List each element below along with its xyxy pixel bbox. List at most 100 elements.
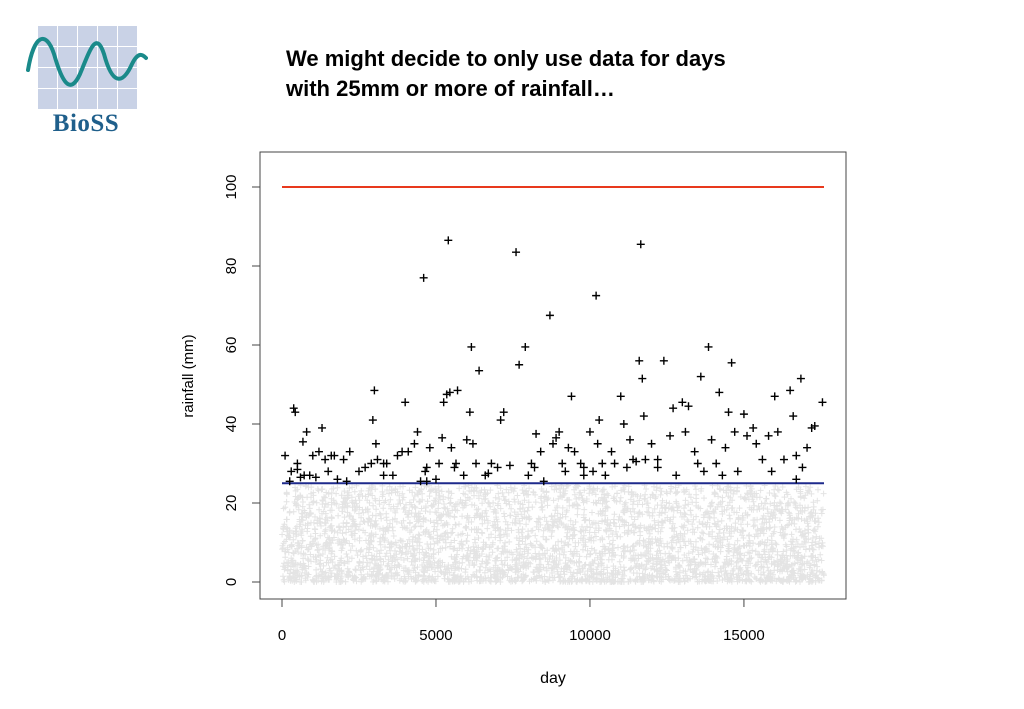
data-point: [311, 473, 320, 482]
data-point: [704, 342, 713, 351]
data-point: [798, 463, 807, 472]
data-point: [339, 455, 348, 464]
data-point: [367, 459, 376, 468]
data-point: [459, 471, 468, 480]
data-point: [598, 459, 607, 468]
data-point: [438, 433, 447, 442]
data-point: [552, 433, 561, 442]
background-points: [279, 482, 827, 585]
data-point: [493, 463, 502, 472]
y-tick-label: 20: [223, 495, 240, 512]
data-point: [451, 459, 460, 468]
data-point: [373, 455, 382, 464]
data-point: [681, 427, 690, 436]
data-point: [712, 459, 721, 468]
data-point: [302, 427, 311, 436]
logo-tile: [78, 26, 97, 46]
data-point: [435, 459, 444, 468]
logo-tile: [38, 89, 57, 109]
logo-wave-graphic: [26, 26, 148, 109]
data-point: [792, 475, 801, 484]
y-tick-label: 80: [223, 258, 240, 275]
data-point: [653, 463, 662, 472]
data-point: [707, 435, 716, 444]
logo-tile: [78, 89, 97, 109]
data-point: [291, 408, 300, 417]
data-point: [558, 459, 567, 468]
data-point: [298, 437, 307, 446]
data-point: [445, 388, 454, 397]
data-point: [515, 360, 524, 369]
data-point: [368, 416, 377, 425]
y-axis-label: rainfall (mm): [180, 334, 197, 417]
data-point: [672, 471, 681, 480]
data-point: [770, 392, 779, 401]
data-point: [616, 392, 625, 401]
data-point: [388, 471, 397, 480]
data-point: [589, 467, 598, 476]
logo-tile: [38, 26, 57, 46]
data-point: [592, 291, 601, 300]
data-point: [595, 416, 604, 425]
data-point: [324, 467, 333, 476]
data-point: [818, 398, 827, 407]
data-point: [724, 408, 733, 417]
slide-title: We might decide to only use data for day…: [286, 44, 846, 104]
data-point: [327, 451, 336, 460]
data-point: [421, 467, 430, 476]
data-point: [293, 465, 302, 474]
data-point: [622, 463, 631, 472]
data-point: [447, 443, 456, 452]
data-point: [625, 435, 634, 444]
data-point: [635, 356, 644, 365]
data-point: [555, 427, 564, 436]
data-point: [371, 439, 380, 448]
data-point: [318, 423, 327, 432]
data-point: [593, 439, 602, 448]
data-point: [305, 471, 314, 480]
data-point: [289, 404, 298, 413]
data-point: [601, 471, 610, 480]
data-point: [345, 447, 354, 456]
data-point: [499, 408, 508, 417]
data-point: [425, 443, 434, 452]
logo-tile: [118, 26, 137, 46]
data-point: [585, 427, 594, 436]
data-point: [422, 463, 431, 472]
data-point: [767, 467, 776, 476]
data-point: [521, 342, 530, 351]
data-point: [439, 398, 448, 407]
y-tick-label: 100: [223, 174, 240, 199]
data-point: [764, 431, 773, 440]
data-point: [370, 386, 379, 395]
data-point: [632, 457, 641, 466]
logo-tile: [78, 68, 97, 88]
data-point: [567, 392, 576, 401]
x-axis: 0 5000 10000 15000: [278, 598, 765, 644]
x-axis-label: day: [540, 670, 566, 687]
data-point: [638, 374, 647, 383]
data-point: [730, 427, 739, 436]
data-point: [536, 447, 545, 456]
data-point: [721, 443, 730, 452]
logo-tile: [38, 68, 57, 88]
data-point: [413, 427, 422, 436]
data-point: [758, 455, 767, 464]
data-point: [733, 467, 742, 476]
data-point: [465, 408, 474, 417]
data-point: [545, 311, 554, 320]
data-point: [636, 240, 645, 249]
data-point: [410, 439, 419, 448]
x-tick-label: 15000: [723, 627, 765, 644]
data-point: [450, 463, 459, 472]
data-point: [314, 447, 323, 456]
data-point: [639, 412, 648, 421]
data-point: [496, 416, 505, 425]
logo-tile: [118, 68, 137, 88]
data-point: [789, 412, 798, 421]
data-point: [484, 469, 493, 478]
data-point: [739, 410, 748, 419]
logo-tile: [58, 26, 77, 46]
data-point: [321, 455, 330, 464]
data-point: [532, 429, 541, 438]
